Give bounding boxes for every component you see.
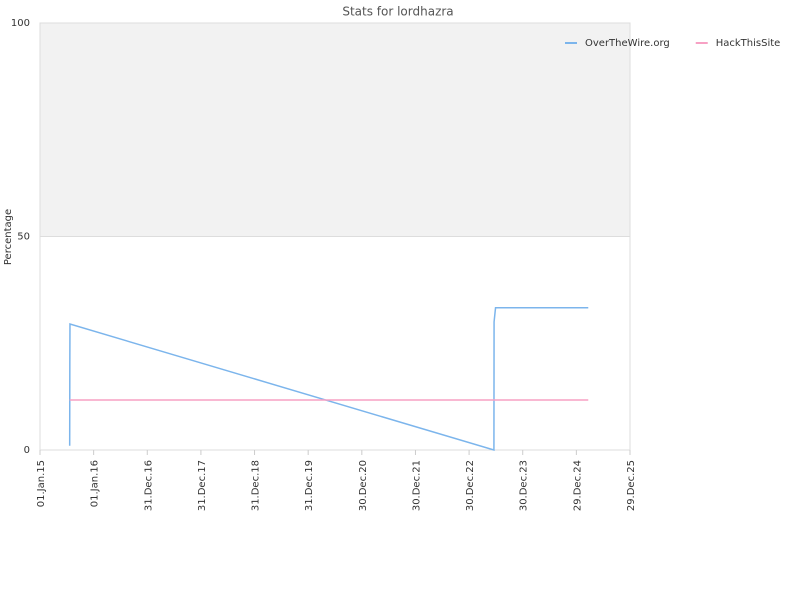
series-line bbox=[68, 307, 589, 452]
x-tick-label: 31.Dec.19 bbox=[304, 460, 315, 511]
x-tick-label: 29.Dec.25 bbox=[626, 460, 637, 511]
x-tick-label: 31.Dec.16 bbox=[143, 460, 154, 511]
legend-label: HackThisSite bbox=[716, 38, 781, 49]
y-tick-label: 0 bbox=[24, 445, 30, 456]
y-tick-label: 50 bbox=[17, 232, 30, 243]
y-axis-label: Percentage bbox=[3, 209, 14, 265]
x-tick-label: 29.Dec.24 bbox=[572, 460, 583, 511]
x-tick-label: 31.Dec.18 bbox=[251, 460, 262, 511]
x-tick-label: 01.Jan.15 bbox=[36, 460, 47, 507]
x-tick-label: 01.Jan.16 bbox=[90, 460, 101, 507]
x-tick-label: 30.Dec.21 bbox=[411, 460, 422, 511]
plot-band bbox=[40, 23, 630, 237]
chart-title: Stats for lordhazra bbox=[342, 5, 453, 19]
y-tick-label: 100 bbox=[11, 18, 30, 29]
x-tick-label: 30.Dec.20 bbox=[358, 460, 369, 511]
x-tick-label: 30.Dec.23 bbox=[519, 460, 530, 511]
x-tick-label: 31.Dec.17 bbox=[197, 460, 208, 511]
legend-label: OverTheWire.org bbox=[585, 38, 670, 49]
x-tick-label: 30.Dec.22 bbox=[465, 460, 476, 511]
